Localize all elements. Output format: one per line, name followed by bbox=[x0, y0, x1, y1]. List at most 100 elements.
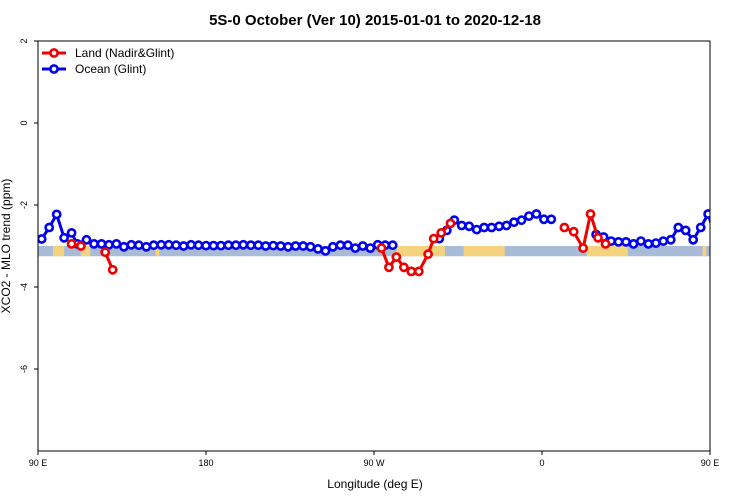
legend-label: Land (Nadir&Glint) bbox=[75, 46, 174, 60]
data-point bbox=[716, 241, 723, 248]
data-point bbox=[680, 225, 691, 236]
data-point bbox=[688, 234, 699, 245]
data-point bbox=[171, 240, 181, 251]
y-tick-label: -6 bbox=[19, 365, 29, 373]
data-point bbox=[383, 262, 394, 273]
data-point bbox=[398, 262, 409, 273]
data-point bbox=[111, 238, 122, 249]
data-point bbox=[96, 238, 107, 249]
land-band bbox=[702, 246, 707, 257]
data-point bbox=[456, 220, 467, 231]
land-band bbox=[52, 246, 65, 257]
series-line bbox=[719, 245, 734, 246]
data-point bbox=[712, 234, 719, 241]
data-point bbox=[445, 218, 456, 229]
data-point bbox=[731, 242, 738, 249]
data-point bbox=[734, 236, 741, 243]
data-point bbox=[376, 243, 387, 253]
y-axis: 2 0 -2 -4 -6 bbox=[19, 38, 38, 373]
data-point bbox=[178, 241, 189, 251]
data-point bbox=[81, 234, 92, 245]
data-point bbox=[66, 227, 77, 238]
data-point bbox=[568, 226, 579, 237]
data-point bbox=[600, 238, 611, 249]
data-point bbox=[720, 229, 727, 236]
land-band bbox=[463, 246, 505, 257]
data-point bbox=[298, 241, 308, 251]
data-point bbox=[621, 236, 631, 247]
y-tick-label: 0 bbox=[19, 120, 29, 125]
data-point bbox=[546, 214, 557, 225]
data-point bbox=[59, 232, 69, 243]
series-layer bbox=[38, 209, 749, 277]
data-point bbox=[428, 233, 439, 244]
data-point bbox=[201, 240, 211, 251]
data-point bbox=[387, 240, 398, 251]
data-point bbox=[320, 245, 331, 256]
data-point bbox=[413, 266, 424, 277]
data-point bbox=[148, 240, 159, 251]
x-tick-label: 90 W bbox=[363, 458, 385, 468]
data-point bbox=[578, 243, 588, 253]
data-point bbox=[193, 240, 204, 251]
legend-marker bbox=[49, 48, 59, 58]
data-point bbox=[494, 221, 504, 232]
data-point bbox=[245, 240, 256, 251]
data-point bbox=[695, 222, 706, 233]
data-point bbox=[223, 240, 234, 251]
data-point bbox=[290, 241, 301, 251]
data-point bbox=[156, 239, 167, 250]
data-point bbox=[524, 211, 534, 221]
data-point bbox=[100, 247, 111, 258]
data-point bbox=[516, 215, 527, 226]
x-axis-label: Longitude (deg E) bbox=[327, 477, 422, 491]
data-point bbox=[268, 240, 279, 251]
data-point bbox=[509, 217, 519, 228]
data-point bbox=[391, 252, 402, 262]
data-point bbox=[531, 209, 542, 219]
data-point bbox=[727, 240, 734, 247]
data-point bbox=[436, 227, 447, 238]
land-band bbox=[586, 246, 628, 257]
legend: Land (Nadir&Glint) Ocean (Glint) bbox=[42, 46, 174, 76]
data-point bbox=[313, 243, 323, 254]
legend-item: Ocean (Glint) bbox=[42, 62, 146, 76]
land-band bbox=[155, 246, 160, 257]
data-point bbox=[501, 220, 512, 231]
data-point bbox=[643, 238, 654, 249]
data-point bbox=[238, 239, 249, 250]
data-point bbox=[464, 221, 475, 232]
data-point bbox=[327, 241, 338, 252]
data-point bbox=[283, 241, 293, 252]
data-point bbox=[406, 266, 417, 277]
data-point bbox=[658, 236, 669, 246]
data-point bbox=[141, 241, 152, 252]
y-tick-label: -2 bbox=[19, 201, 29, 209]
data-point bbox=[350, 243, 361, 253]
data-point bbox=[636, 236, 646, 246]
y-tick-label: 2 bbox=[19, 38, 29, 43]
data-point bbox=[742, 240, 749, 247]
data-point bbox=[260, 241, 271, 251]
data-point bbox=[486, 222, 497, 233]
land-band bbox=[80, 246, 91, 257]
data-point bbox=[51, 209, 62, 220]
data-point bbox=[119, 241, 129, 252]
data-point bbox=[38, 234, 47, 244]
data-point bbox=[665, 234, 676, 245]
data-point bbox=[133, 240, 144, 251]
data-point bbox=[89, 238, 99, 249]
data-point bbox=[559, 222, 570, 233]
data-point bbox=[585, 209, 596, 219]
data-point bbox=[479, 222, 489, 233]
x-tick-label: 180 bbox=[198, 458, 213, 468]
data-point bbox=[44, 222, 55, 233]
data-point bbox=[613, 236, 624, 247]
x-tick-label: 90 E bbox=[29, 458, 48, 468]
chart-title: 5S-0 October (Ver 10) 2015-01-01 to 2020… bbox=[209, 12, 541, 29]
y-axis-label: XCO2 - MLO trend (ppm) bbox=[0, 179, 13, 314]
data-point bbox=[651, 238, 661, 248]
land-band bbox=[396, 246, 445, 257]
data-point bbox=[126, 239, 137, 250]
